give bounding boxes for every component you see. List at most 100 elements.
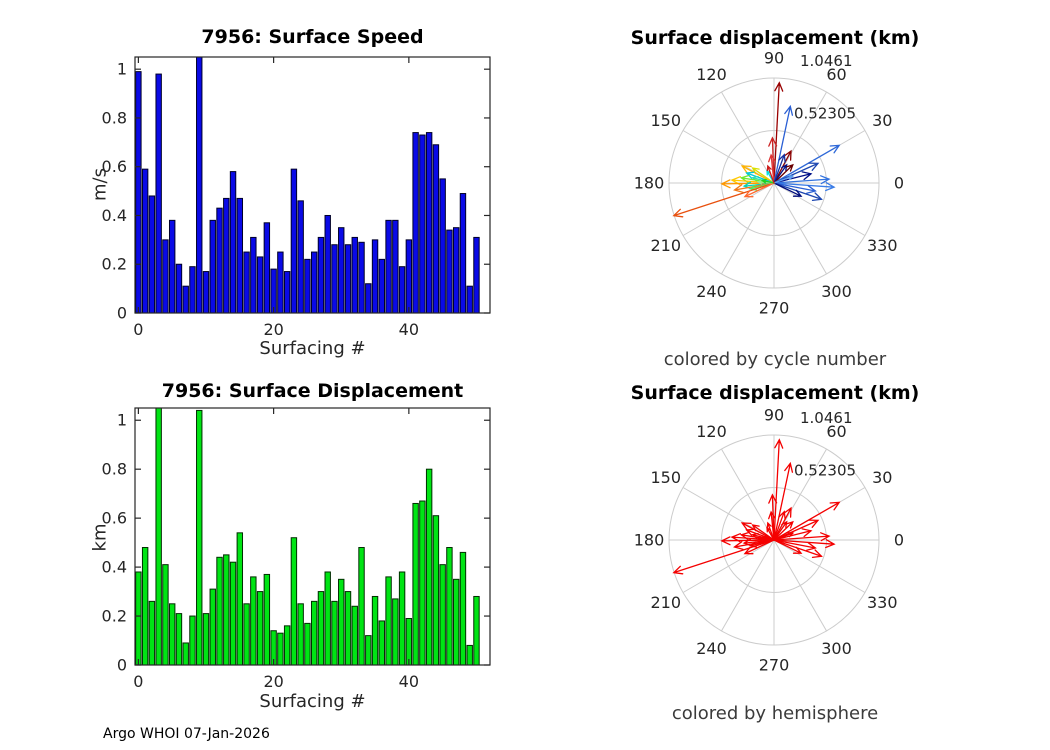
tick-label: 0 bbox=[133, 320, 143, 339]
bar bbox=[162, 239, 169, 314]
tick-label: 0.8 bbox=[102, 460, 127, 479]
bar bbox=[283, 625, 291, 666]
bar bbox=[371, 239, 379, 314]
displacement-bar-chart: 0 0.2 0.4 0.6 0.8 1 0 20 40 bbox=[102, 407, 491, 691]
bar bbox=[189, 615, 196, 666]
bar bbox=[196, 56, 203, 314]
bar bbox=[425, 132, 433, 314]
displacement-arrow bbox=[773, 175, 831, 185]
bar bbox=[263, 573, 271, 666]
bar bbox=[297, 200, 304, 314]
bar bbox=[324, 571, 331, 666]
axis-ticks: 0 0.2 0.4 0.6 0.8 1 0 20 40 bbox=[102, 408, 490, 691]
bar bbox=[256, 256, 264, 314]
tick-label: 270 bbox=[759, 299, 790, 318]
tick-label: 240 bbox=[696, 282, 727, 301]
tick-label: 330 bbox=[867, 236, 898, 255]
polar-cycle-plot: 0 30 60 90 120 150 180 210 240 270 300 330 0.52305 1.… bbox=[634, 49, 904, 318]
bar bbox=[263, 222, 271, 314]
displacement-arrow bbox=[760, 178, 775, 184]
displacement-arrow bbox=[743, 182, 775, 198]
bar bbox=[439, 178, 446, 314]
tick-label: 0.6 bbox=[102, 509, 127, 528]
bar bbox=[405, 239, 413, 314]
bar bbox=[209, 588, 216, 666]
tick-label: 0 bbox=[117, 656, 127, 675]
bar bbox=[419, 134, 426, 314]
bar bbox=[392, 598, 399, 666]
tick-label: 0.52305 bbox=[794, 462, 856, 480]
bar bbox=[250, 236, 257, 314]
bar bbox=[324, 214, 331, 314]
displacement-arrow bbox=[773, 163, 788, 184]
displacement-arrow bbox=[766, 521, 775, 541]
bar bbox=[135, 71, 142, 314]
bar bbox=[243, 603, 250, 666]
polar-hemisphere-title: Surface displacement (km) bbox=[630, 382, 920, 404]
displacement-arrow bbox=[773, 171, 813, 184]
tick-label: 1 bbox=[117, 60, 127, 79]
bar bbox=[168, 219, 176, 314]
tick-label: 1 bbox=[117, 411, 127, 430]
bar bbox=[223, 197, 230, 314]
tick-label: 0.6 bbox=[102, 157, 127, 176]
speed-chart-title: 7956: Surface Speed bbox=[201, 26, 424, 48]
bar bbox=[459, 193, 467, 314]
speed-y-axis-label: m/s bbox=[89, 168, 111, 201]
bar bbox=[358, 547, 365, 666]
bar bbox=[148, 600, 156, 666]
bar bbox=[344, 244, 352, 314]
tick-label: 330 bbox=[867, 593, 898, 612]
tick-label: 0.52305 bbox=[794, 105, 856, 123]
bar bbox=[162, 564, 169, 666]
bar bbox=[135, 571, 142, 666]
bar bbox=[209, 219, 216, 314]
bar bbox=[432, 144, 440, 314]
displacement-arrow bbox=[768, 153, 776, 184]
displacement-arrow bbox=[773, 532, 831, 542]
axis-ticks: 0 0.2 0.4 0.6 0.8 1 0 20 40 bbox=[102, 57, 490, 339]
bar bbox=[473, 236, 480, 314]
bar bbox=[338, 578, 345, 666]
displacement-arrow bbox=[740, 522, 775, 541]
bar bbox=[202, 613, 210, 666]
tick-label: 60 bbox=[826, 422, 846, 441]
bar bbox=[155, 73, 162, 314]
tick-label: 40 bbox=[399, 672, 419, 691]
displacement-arrow bbox=[773, 510, 786, 541]
tick-label: 180 bbox=[634, 174, 665, 193]
displacement-arrow bbox=[773, 520, 788, 541]
displacement-arrow bbox=[672, 182, 775, 218]
displacement-arrow bbox=[773, 531, 795, 541]
polar-hemisphere-caption: colored by hemisphere bbox=[671, 703, 879, 724]
tick-label: 150 bbox=[650, 468, 681, 487]
bar bbox=[223, 554, 230, 666]
bar bbox=[385, 219, 392, 314]
bar bbox=[452, 227, 460, 314]
bar bbox=[317, 236, 325, 314]
polar-hemisphere-plot: 0 30 60 90 120 150 180 210 240 270 300 330 0.52305 1.… bbox=[634, 406, 904, 675]
polar-cycle-caption: colored by cycle number bbox=[663, 349, 887, 370]
bar bbox=[412, 502, 419, 666]
tick-label: 0.2 bbox=[102, 607, 127, 626]
bar bbox=[392, 219, 399, 314]
displacement-arrows bbox=[672, 81, 841, 218]
tick-label: 1.0461 bbox=[800, 52, 853, 70]
displacement-arrows bbox=[672, 438, 841, 575]
bar bbox=[290, 168, 298, 314]
displacement-arrow bbox=[773, 182, 817, 194]
bar bbox=[277, 251, 284, 314]
tick-label: 90 bbox=[764, 49, 784, 68]
bar bbox=[452, 578, 460, 666]
tick-label: 120 bbox=[696, 422, 727, 441]
displacement-arrow bbox=[768, 510, 776, 541]
displacement-arrow bbox=[773, 163, 794, 184]
surface-speed-bars bbox=[135, 56, 480, 314]
tick-label: 0.4 bbox=[102, 206, 127, 225]
bar bbox=[432, 515, 440, 666]
displacement-arrow bbox=[773, 520, 794, 541]
bar bbox=[419, 500, 426, 666]
bar bbox=[446, 229, 453, 314]
tick-label: 210 bbox=[650, 236, 681, 255]
tick-label: 0.8 bbox=[102, 108, 127, 127]
